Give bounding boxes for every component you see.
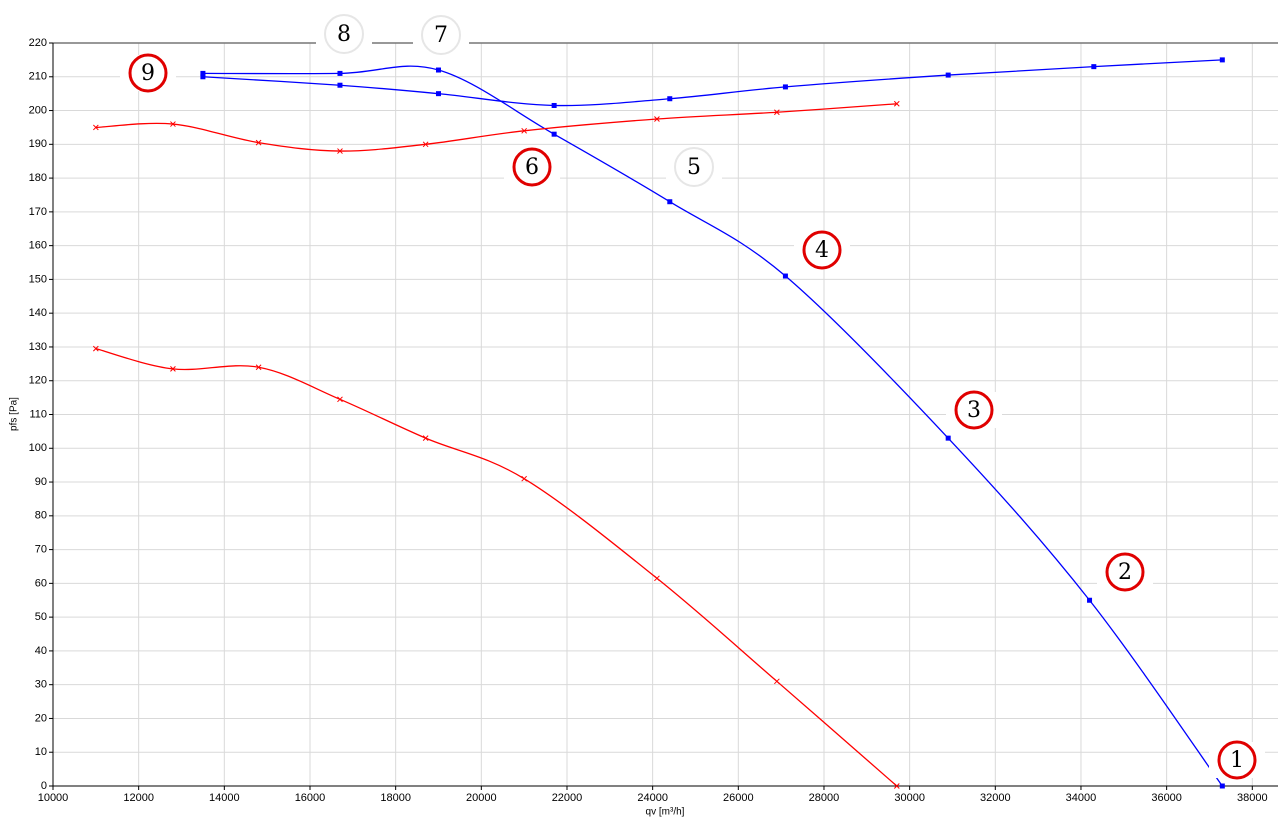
annotation-circle	[674, 147, 714, 187]
marker	[92, 345, 99, 352]
annotation: 3	[967, 398, 981, 423]
annotation: 6	[525, 155, 539, 180]
series-line	[95, 348, 898, 787]
marker	[337, 396, 343, 403]
marker	[422, 435, 429, 441]
annotation: 7	[434, 23, 448, 48]
marker	[654, 575, 660, 582]
marker	[200, 70, 206, 76]
marker	[337, 82, 343, 88]
x-tick-label: 36000	[1151, 792, 1182, 804]
x-tick-label: 10000	[38, 792, 69, 804]
x-tick-label: 26000	[723, 792, 754, 804]
y-tick-label: 150	[29, 273, 47, 285]
series-line	[202, 59, 1223, 107]
x-tick-label: 20000	[466, 792, 497, 804]
x-tick-label: 34000	[1066, 792, 1097, 804]
marker	[255, 139, 262, 146]
x-tick-label: 32000	[980, 792, 1011, 804]
marker	[1091, 64, 1097, 70]
marker	[521, 127, 528, 134]
marker	[170, 366, 176, 372]
y-tick-label: 160	[29, 240, 47, 252]
marker	[1219, 57, 1225, 63]
y-tick-label: 20	[35, 712, 47, 724]
x-axis-label: qv [m³/h]	[646, 807, 685, 818]
x-tick-label: 24000	[637, 792, 668, 804]
y-tick-label: 60	[35, 577, 47, 589]
marker	[422, 141, 429, 148]
annotation-circle	[512, 147, 552, 187]
marker	[337, 148, 343, 154]
marker	[521, 475, 528, 482]
annotation-circle	[128, 53, 168, 93]
x-tick-label: 14000	[209, 792, 240, 804]
y-tick-label: 40	[35, 645, 47, 657]
y-tick-label: 180	[29, 172, 47, 184]
y-tick-label: 80	[35, 510, 47, 522]
annotation-circle	[802, 230, 842, 270]
marker	[551, 131, 557, 137]
marker	[551, 102, 557, 108]
x-tick-label: 16000	[295, 792, 326, 804]
y-tick-label: 10	[35, 746, 47, 758]
annotation: 9	[141, 61, 155, 86]
annotation-circle	[1105, 552, 1145, 592]
y-tick-label: 140	[29, 307, 47, 319]
marker	[945, 435, 951, 441]
series-line	[202, 65, 1223, 787]
y-axis-label: pfs [Pa]	[9, 397, 20, 431]
x-tick-label: 18000	[380, 792, 411, 804]
marker	[782, 84, 788, 90]
y-tick-label: 30	[35, 679, 47, 691]
marker	[774, 678, 780, 685]
x-tick-label: 38000	[1237, 792, 1268, 804]
x-tick-label: 22000	[552, 792, 583, 804]
annotation: 5	[687, 155, 701, 180]
marker	[654, 116, 660, 122]
marker	[200, 74, 206, 80]
y-tick-label: 120	[29, 375, 47, 387]
marker	[782, 273, 788, 279]
y-tick-label: 50	[35, 611, 47, 623]
marker	[1219, 783, 1225, 789]
marker	[255, 364, 262, 371]
annotation: 2	[1118, 560, 1132, 585]
series-line	[95, 103, 897, 152]
marker	[435, 91, 441, 97]
annotation-circle	[1217, 740, 1257, 780]
y-tick-label: 110	[29, 408, 47, 420]
y-tick-label: 200	[29, 104, 47, 116]
y-tick-label: 70	[35, 543, 47, 555]
y-tick-label: 0	[41, 780, 47, 792]
marker	[945, 72, 951, 78]
marker	[774, 109, 780, 116]
marker	[667, 199, 673, 205]
x-tick-label: 30000	[894, 792, 925, 804]
y-tick-label: 170	[29, 206, 47, 218]
marker	[170, 121, 176, 127]
x-tick-label: 12000	[123, 792, 154, 804]
annotation-circle	[421, 15, 461, 55]
annotation-circle	[324, 14, 364, 54]
y-tick-label: 210	[29, 71, 47, 83]
x-tick-label: 28000	[809, 792, 840, 804]
annotation: 1	[1230, 748, 1244, 773]
y-tick-label: 90	[35, 476, 47, 488]
annotation: 4	[815, 238, 829, 263]
y-tick-label: 190	[29, 138, 47, 150]
marker	[893, 100, 900, 107]
marker	[1087, 597, 1093, 603]
annotation-circle	[954, 390, 994, 430]
marker	[435, 67, 441, 73]
y-tick-label: 220	[29, 37, 47, 49]
annotation: 8	[337, 22, 351, 47]
marker	[667, 96, 673, 102]
marker	[92, 124, 99, 131]
marker	[893, 783, 900, 789]
marker	[337, 70, 343, 76]
y-tick-label: 130	[29, 341, 47, 353]
y-tick-label: 100	[29, 442, 47, 454]
